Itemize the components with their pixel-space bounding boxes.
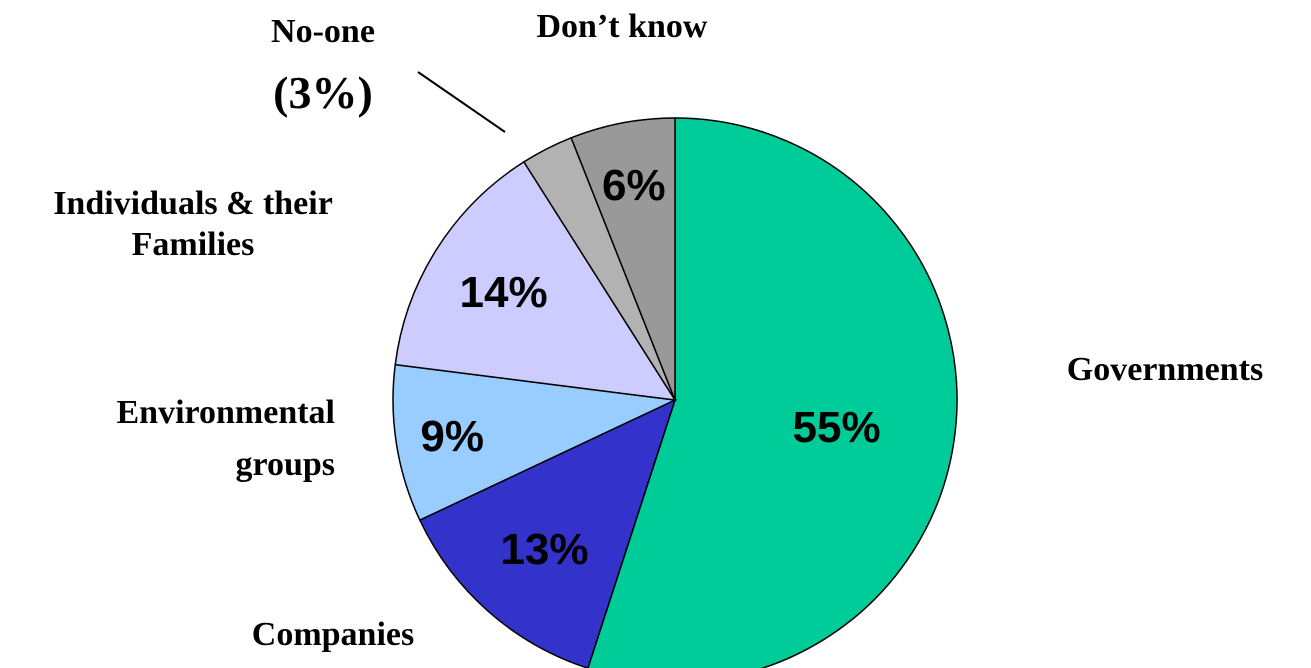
pie-slice-companies [418,398,677,668]
pie-slice-governments [587,117,958,668]
label-noone-line2: (3%) [273,67,373,118]
pie-slice-individuals-their-families [394,160,677,401]
label-environmental-line2: groups [235,446,335,483]
value-labels: 55% 13% 9% 14% 6% [420,161,880,574]
label-individuals-line1: Individuals & their [53,185,333,222]
label-environmental-line1: Environmental [116,394,335,431]
value-label-companies: 13% [500,525,588,574]
pie-slices [392,117,958,668]
value-label-don-t-know: 6% [602,161,666,210]
label-companies: Companies [252,616,414,653]
value-label-individuals-their-families: 14% [460,268,548,317]
value-label-governments: 55% [793,403,881,452]
label-noone-line1: No-one [271,13,375,50]
value-label-environmental-groups: 9% [420,412,484,461]
label-governments: Governments [1067,351,1263,388]
pie-slice-don-t-know [570,117,676,401]
noone-leader-line [417,71,506,133]
pie-slice-environmental-groups [392,363,678,522]
label-individuals-line2: Families [132,226,255,263]
label-dontknow: Don’t know [537,8,708,45]
